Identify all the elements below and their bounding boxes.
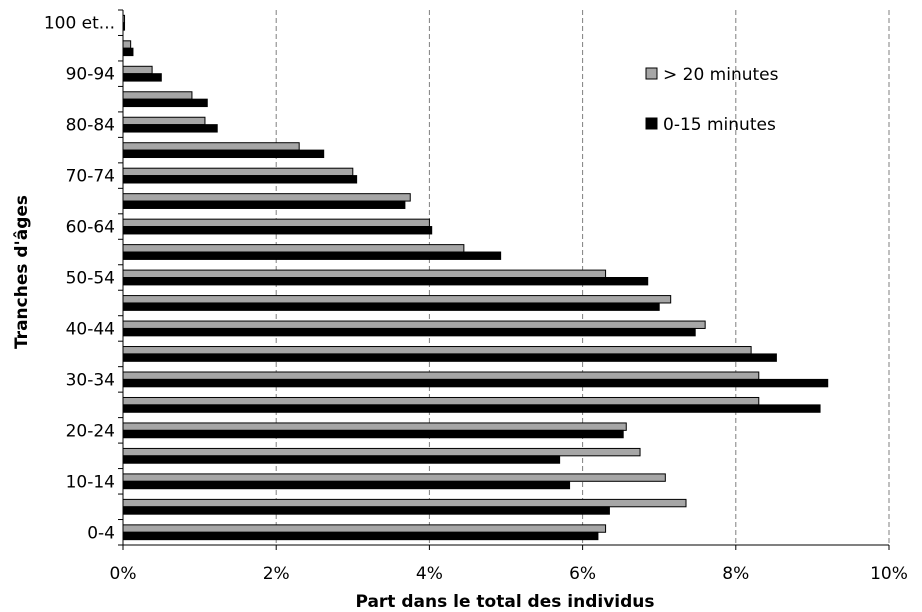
bar-series-2-65-69: [122, 200, 406, 209]
bar-series-1-90-94: [122, 65, 153, 75]
legend-label-series-2: 0-15 minutes: [663, 115, 776, 135]
bar-series-2-70-74: [122, 175, 358, 184]
bar-series-2-40-44: [122, 327, 696, 337]
y-tick-label: 50-54: [66, 269, 115, 289]
x-axis-title: Part dans le total des individus: [355, 592, 654, 612]
bar-series-2-0-4: [122, 531, 599, 541]
y-tick-label: 60-64: [66, 218, 115, 238]
x-tick-label: 2%: [263, 564, 290, 584]
y-axis-title: Tranches d'âges: [12, 195, 32, 349]
bar-series-1-10-14: [122, 473, 666, 482]
bar-series-1-30-34: [122, 371, 760, 380]
x-tick-label: 8%: [722, 564, 749, 584]
bar-series-1-95-99: [122, 40, 132, 49]
y-tick-label: 90-94: [66, 65, 115, 85]
bar-series-1-70-74: [122, 167, 354, 177]
bar-series-2-35-39: [122, 353, 777, 362]
bar-series-1-75-79: [122, 142, 300, 151]
legend-swatch-series-1: [645, 67, 658, 80]
bar-series-2-15-19: [122, 455, 561, 464]
bar-series-1-85-89: [122, 91, 193, 100]
bar-series-1-25-29: [122, 396, 760, 406]
bars: [122, 14, 829, 541]
bar-series-2-50-54: [122, 277, 649, 286]
bar-series-2-20-24: [122, 429, 624, 439]
x-tick-label: 6%: [569, 564, 596, 584]
bar-series-2-30-34: [122, 378, 829, 388]
bar-series-1-5-9: [122, 498, 687, 508]
legend-swatch-series-2: [645, 117, 658, 130]
y-tick-label: 20-24: [66, 421, 115, 441]
bar-series-2-90-94: [122, 73, 162, 82]
x-tick-label: 10%: [870, 564, 908, 584]
bar-series-2-95-99: [122, 47, 134, 57]
bar-series-2-5-9: [122, 506, 610, 515]
bar-series-1-80-84: [122, 116, 206, 126]
x-tick-label: 4%: [416, 564, 443, 584]
y-tick-label: 80-84: [66, 116, 115, 136]
bar-series-2-45-49: [122, 302, 660, 311]
bar-series-1-65-69: [122, 193, 411, 202]
bar-series-2-60-64: [122, 226, 433, 235]
bar-series-1-20-24: [122, 422, 627, 431]
bar-series-1-35-39: [122, 346, 752, 355]
x-tick-label: 0%: [110, 564, 137, 584]
bar-series-2-80-84: [122, 124, 218, 133]
bar-series-2-25-29: [122, 404, 821, 413]
bar-series-2-75-79: [122, 149, 325, 159]
bar-series-1-55-59: [122, 244, 465, 253]
legend: > 20 minutes 0-15 minutes: [645, 65, 779, 135]
y-tick-label: 70-74: [66, 167, 115, 187]
bar-series-1-15-19: [122, 447, 641, 457]
y-tick-label: 100 et...: [44, 14, 115, 34]
bar-series-2-10-14: [122, 480, 571, 490]
bar-series-2-85-89: [122, 98, 208, 108]
tick-labels: 0% 2% 4% 6% 8% 10% 0-4 10-14 20-24 30-34 40-44 50-5…: [44, 14, 908, 584]
y-tick-label: 40-44: [66, 319, 115, 339]
y-tick-label: 0-4: [87, 523, 115, 543]
bar-series-1-50-54: [122, 269, 607, 279]
bar-series-1-40-44: [122, 320, 706, 329]
bar-series-1-60-64: [122, 218, 430, 228]
bar-series-2-55-59: [122, 251, 502, 260]
y-tick-label: 30-34: [66, 370, 115, 390]
bar-series-1-45-49: [122, 295, 672, 304]
axes: [118, 9, 890, 550]
bar-series-1-0-4: [122, 524, 607, 533]
y-tick-label: 10-14: [66, 472, 115, 492]
legend-label-series-1: > 20 minutes: [663, 65, 779, 85]
